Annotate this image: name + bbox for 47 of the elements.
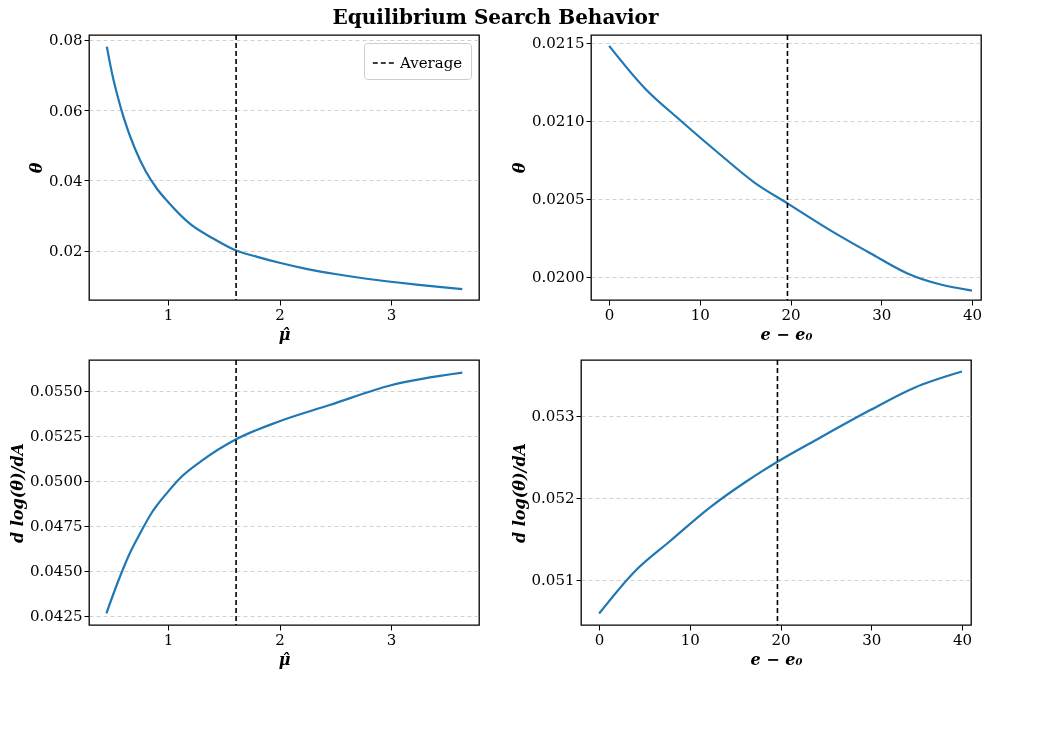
x-tick-label: 3: [386, 305, 397, 324]
y-tick-label: 0.0525: [30, 427, 83, 446]
y-axis-title: d log(θ)/dA: [509, 443, 529, 543]
x-tick-label: 20: [771, 630, 791, 649]
y-tick-label: 0.0210: [532, 112, 585, 131]
y-tick-label: 0.0215: [532, 34, 585, 53]
y-axis-title: θ: [510, 162, 530, 174]
y-tick-label: 0.06: [49, 101, 83, 120]
y-tick-label: 0.02: [49, 242, 83, 261]
x-tick-label: 20: [781, 305, 801, 324]
x-axis-title: e − e₀: [760, 324, 813, 344]
y-tick-label: 0.053: [531, 407, 575, 426]
x-tick-label: 0: [604, 305, 615, 324]
x-tick-label: 10: [690, 305, 710, 324]
y-tick-label: 0.051: [531, 571, 575, 590]
x-tick-label: 40: [952, 630, 972, 649]
y-tick-label: 0.0475: [30, 517, 83, 536]
y-tick-label: 0.052: [531, 489, 575, 508]
x-tick-label: 30: [862, 630, 882, 649]
line-series: [608, 44, 974, 292]
y-axis-title: θ: [27, 162, 47, 174]
x-tick-label: 3: [386, 630, 397, 649]
y-tick-label: 0.08: [49, 31, 83, 50]
y-tick-label: 0.0500: [30, 472, 83, 491]
x-axis-title: μ̂: [278, 649, 291, 669]
x-tick-label: 1: [163, 630, 174, 649]
x-tick-label: 2: [275, 630, 285, 649]
ref-line-label: Average: [399, 54, 463, 72]
line-series: [105, 45, 464, 291]
y-tick-label: 0.0550: [30, 382, 83, 401]
line-series: [598, 370, 964, 615]
line-series: [105, 371, 464, 615]
x-tick-label: 40: [962, 305, 982, 324]
y-tick-label: 0.0425: [30, 607, 83, 626]
y-tick-label: 0.04: [49, 171, 83, 190]
y-tick-label: 0.0450: [30, 562, 83, 581]
x-axis-title: μ̂: [278, 324, 291, 344]
y-tick-label: 0.0205: [532, 190, 585, 209]
x-tick-label: 0: [594, 630, 605, 649]
x-tick-label: 1: [163, 305, 174, 324]
y-axis-title: d log(θ)/dA: [8, 443, 28, 543]
x-tick-label: 30: [872, 305, 892, 324]
y-tick-label: 0.0200: [532, 268, 585, 287]
x-axis-title: e − e₀: [750, 649, 803, 669]
x-tick-label: 10: [680, 630, 700, 649]
chart-title: Equilibrium Search Behavior: [332, 5, 659, 30]
x-tick-label: 2: [275, 305, 285, 324]
